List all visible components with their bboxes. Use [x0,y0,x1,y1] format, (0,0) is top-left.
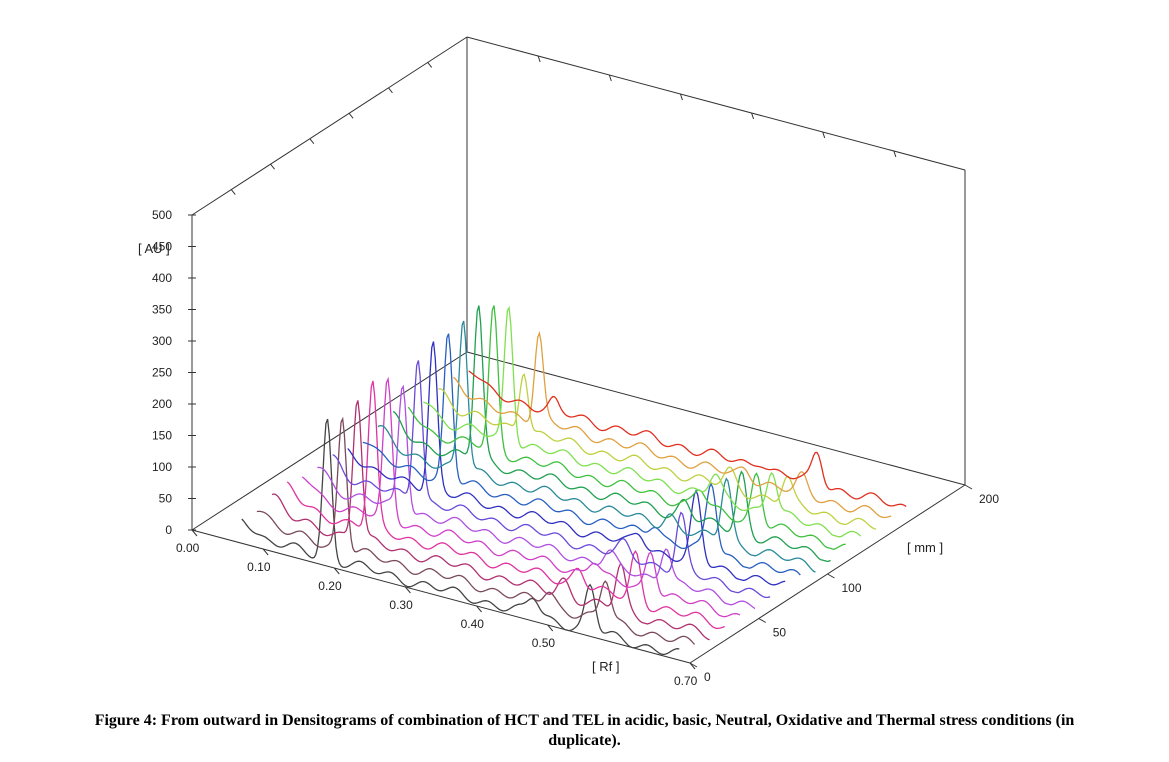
axes-frame [191,36,966,664]
densitogram-chart: 0501001502002503003504004505000.000.100.… [138,36,999,688]
series-group [241,305,907,656]
series-line-7 [332,360,771,599]
x-tick-label: 0.00 [176,541,200,555]
y-tick-label: 0 [704,670,711,684]
x-tick-mark [476,605,482,613]
top-tick-mark [608,74,612,82]
y-tick-label: 200 [979,492,999,506]
back-tick-mark [427,62,433,68]
x-tick-mark [262,548,269,556]
back-tick-mark [388,87,393,94]
series-line-11 [392,305,831,563]
series-line-14 [438,373,877,530]
series-line-2 [256,416,695,645]
floor-back-edge [466,351,966,486]
series-line-5 [301,376,741,618]
z-tick-label: 50 [159,492,173,506]
x-tick-label: 0.50 [532,636,556,650]
x-axis-label: [ Rf ] [592,659,619,674]
back-tick-mark [230,189,236,195]
top-tick-mark [679,93,683,101]
z-tick-label: 150 [152,429,172,443]
series-line-6 [317,384,756,610]
z-tick-label: 200 [152,397,172,411]
z-tick-label: 100 [152,460,172,474]
series-line-15 [453,330,892,519]
caption-line-1: Figure 4: From outward in Densitograms o… [94,712,1075,729]
z-tick-label: 450 [152,240,172,254]
series-line-16 [468,370,907,507]
y-tick-mark [758,618,766,623]
series-line-10 [377,320,816,573]
axis-ticks: 0501001502002503003504004505000.000.100.… [152,55,999,688]
z-tick-label: 250 [152,366,172,380]
y-tick-label: 100 [842,581,862,595]
x-tick-mark [405,586,411,594]
top-tick-mark [893,150,897,158]
series-line-9 [362,333,801,576]
z-axis-label: [ AU ] [138,241,170,256]
back-top-edge [466,36,966,171]
x-tick-label: 0.10 [247,560,271,574]
x-tick-label: 0.70 [674,674,698,688]
x-tick-label: 0.40 [461,617,485,631]
z-tick-label: 350 [152,303,172,317]
caption-line-2: duplicate). [548,732,621,749]
top-tick-mark [537,55,541,63]
back-top-left-edge [191,36,468,216]
z-tick-label: 400 [152,271,172,285]
z-tick-label: 0 [165,523,172,537]
x-tick-mark [333,567,340,575]
x-tick-mark [547,624,554,632]
y-tick-mark [964,484,973,490]
y-axis-label: [ mm ] [907,540,943,555]
top-tick-mark [751,112,755,120]
series-line-1 [241,418,680,656]
series-line-4 [286,380,725,630]
series-line-8 [347,341,786,586]
z-tick-label: 500 [152,208,172,222]
back-tick-mark [348,112,354,119]
x-tick-label: 0.30 [389,598,413,612]
x-tick-label: 0.20 [318,579,342,593]
x-axis-line [191,529,691,664]
y-tick-label: 50 [773,626,787,640]
back-tick-mark [270,163,275,170]
y-tick-mark [689,662,698,668]
x-tick-mark [191,529,198,537]
series-line-3 [271,400,710,641]
z-tick-label: 300 [152,334,172,348]
series-line-13 [423,305,862,538]
series-line-12 [407,305,846,550]
y-tick-mark [827,573,835,579]
figure-caption: Figure 4: From outward in Densitograms o… [20,711,1149,751]
top-tick-mark [822,131,826,139]
back-tick-mark [309,138,315,145]
